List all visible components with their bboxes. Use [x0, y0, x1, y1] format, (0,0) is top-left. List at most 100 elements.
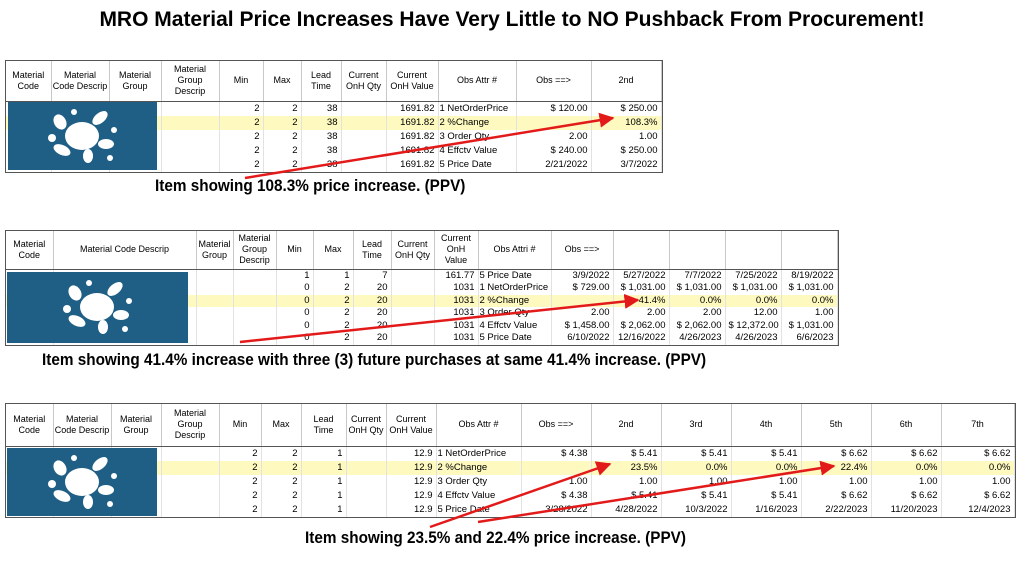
column-header: Min	[219, 61, 264, 102]
caption: Item showing 108.3% price increase. (PPV…	[155, 176, 466, 195]
cell: 2	[219, 101, 264, 116]
cell: 2	[219, 460, 262, 475]
column-header: Material Group Descrip	[233, 231, 277, 270]
cell: 3/7/2022	[591, 157, 662, 172]
cell	[161, 129, 220, 144]
cell	[391, 332, 435, 345]
cell	[6, 319, 54, 332]
cell: $ 2,062.00	[613, 319, 670, 332]
cell	[6, 269, 54, 282]
column-header: 4th	[731, 404, 802, 447]
cell: $ 4.38	[521, 488, 592, 503]
cell: 12.9	[386, 502, 437, 517]
cell: 5 Price Date	[438, 157, 517, 172]
data-row: 0 2 20 1031 4 Effctv Value $ 1,458.00 $ 2,062.…	[6, 319, 838, 332]
cell: 5 Price Date	[478, 332, 552, 345]
cell	[53, 502, 112, 517]
cell	[196, 269, 234, 282]
column-header: Obs Attr #	[436, 404, 522, 447]
cell: $ 250.00	[591, 101, 662, 116]
cell: $ 6.62	[941, 488, 1015, 503]
cell: $ 5.41	[661, 446, 732, 461]
cell: 12/4/2023	[941, 502, 1015, 517]
cell: 0.0%	[725, 294, 782, 307]
column-header: 6th	[871, 404, 942, 447]
cell: 2	[313, 307, 354, 320]
cell: 2	[263, 143, 302, 158]
cell: 5 Price Date	[436, 502, 522, 517]
cell	[53, 488, 112, 503]
cell: $ 5.41	[661, 488, 732, 503]
cell	[51, 143, 110, 158]
cell: 12.00	[725, 307, 782, 320]
column-header: Max	[261, 404, 302, 447]
column-header: Min	[219, 404, 262, 447]
spreadsheet: Material Code Material Code Descrip Materi…	[5, 403, 1016, 518]
column-header: Material Group Descrip	[161, 61, 220, 102]
cell: 3 Order Qty	[438, 129, 517, 144]
cell	[161, 488, 220, 503]
cell: 1	[276, 269, 314, 282]
header-row: Material Code Material Code Descrip Materi…	[6, 61, 662, 102]
cell	[6, 129, 52, 144]
cell: 12.9	[386, 460, 437, 475]
cell	[551, 294, 614, 307]
column-header	[669, 231, 726, 270]
cell	[109, 143, 162, 158]
column-header: Material Group Descrip	[161, 404, 220, 447]
cell: 1.00	[801, 474, 872, 489]
cell	[51, 115, 110, 130]
column-header: Material Code Descrip	[51, 61, 110, 102]
cell	[161, 460, 220, 475]
column-header: Material Group	[109, 61, 162, 102]
cell	[111, 446, 162, 461]
header-row: Material Code Material Code Descrip Materi…	[6, 404, 1015, 447]
cell: 7/7/2022	[669, 269, 726, 282]
data-row: 2 2 1 12.9 4 Effctv Value $ 4.38 $ 5.41 $ 5.41 $…	[6, 488, 1015, 503]
cell: 1.00	[731, 474, 802, 489]
cell: 1031	[434, 294, 479, 307]
cell: 1	[301, 460, 347, 475]
data-table: Material Code Material Code Descrip Materi…	[6, 61, 662, 172]
column-header: Current OnH Qty	[391, 231, 435, 270]
cell: 2	[313, 319, 354, 332]
cell: $ 1,031.00	[781, 282, 838, 295]
cell: 5/27/2022	[613, 269, 670, 282]
cell: 2	[313, 332, 354, 345]
cell: 1.00	[591, 129, 662, 144]
cell: $ 5.41	[731, 446, 802, 461]
spreadsheet: Material Code Material Code Descrip Materi…	[5, 60, 663, 173]
column-header: Material Code Descrip	[53, 231, 197, 270]
cell	[6, 474, 54, 489]
cell	[6, 460, 54, 475]
cell	[53, 269, 197, 282]
column-header: Obs ==>	[516, 61, 592, 102]
cell: 3 Order Qty	[436, 474, 522, 489]
cell: 1	[301, 446, 347, 461]
cell: 2 %Change	[478, 294, 552, 307]
header-row: Material Code Material Code Descrip Materi…	[6, 231, 838, 270]
cell: 2 %Change	[438, 115, 517, 130]
cell: $ 6.62	[801, 488, 872, 503]
cell: 0.0%	[871, 460, 942, 475]
cell: 1031	[434, 282, 479, 295]
cell	[109, 157, 162, 172]
cell	[6, 101, 52, 116]
cell: 2	[261, 474, 302, 489]
cell: 1.00	[871, 474, 942, 489]
cell	[161, 446, 220, 461]
cell: 0.0%	[661, 460, 732, 475]
cell: 0	[276, 294, 314, 307]
cell	[341, 101, 387, 116]
cell	[341, 115, 387, 130]
cell	[196, 294, 234, 307]
cell	[161, 101, 220, 116]
column-header: Material Group	[196, 231, 234, 270]
cell	[341, 129, 387, 144]
cell	[53, 460, 112, 475]
cell: 38	[301, 115, 342, 130]
cell: 4 Effctv Value	[436, 488, 522, 503]
cell	[6, 143, 52, 158]
cell	[6, 446, 54, 461]
cell: 3/9/2022	[551, 269, 614, 282]
